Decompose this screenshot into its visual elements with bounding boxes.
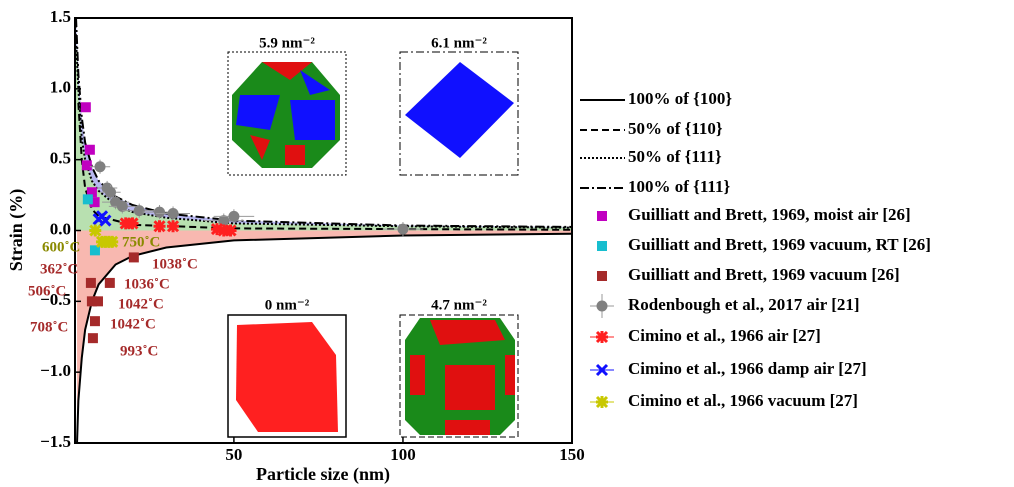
- marker: [126, 217, 139, 230]
- y-tick-label: 1.5: [50, 7, 71, 26]
- marker: [105, 186, 116, 198]
- marker: [85, 277, 96, 288]
- marker: [597, 241, 607, 251]
- legend-label: Cimino et al., 1966 vacuum [27]: [628, 391, 858, 410]
- marker: [597, 211, 607, 221]
- annotation: 708˚C: [30, 319, 68, 335]
- marker: [596, 300, 608, 312]
- annotation: 750˚C: [122, 234, 160, 250]
- legend-label: 50% of {110}: [628, 119, 723, 138]
- marker: [89, 224, 102, 237]
- marker: [119, 217, 132, 230]
- marker: [106, 235, 119, 248]
- y-tick-label: −1.0: [40, 361, 71, 380]
- marker: [82, 194, 93, 205]
- inset-label: 5.9 nm⁻²: [259, 35, 315, 51]
- marker: [228, 210, 240, 222]
- marker: [166, 220, 180, 233]
- marker: [167, 208, 179, 219]
- marker: [224, 224, 237, 237]
- legend-label: Cimino et al., 1966 air [27]: [628, 326, 821, 345]
- marker: [133, 205, 145, 217]
- x-tick-label: 50: [225, 445, 242, 464]
- fill-region: [77, 230, 572, 443]
- insets: [227, 51, 519, 438]
- marker: [94, 161, 106, 173]
- y-tick-label: 1.0: [50, 78, 71, 97]
- y-tick-label: −0.5: [40, 290, 71, 309]
- legend-label: Guilliatt and Brett, 1969, moist air [26…: [628, 205, 911, 224]
- annotation: 506˚C: [28, 283, 66, 299]
- marker: [116, 200, 128, 212]
- marker: [86, 296, 97, 307]
- marker: [595, 330, 609, 344]
- legend-label: 50% of {111}: [628, 147, 722, 166]
- inset-shape: [405, 62, 514, 158]
- marker: [210, 223, 224, 236]
- inset-shape: [236, 322, 338, 432]
- marker: [595, 395, 609, 409]
- marker: [104, 277, 115, 288]
- legend-label: Rodenbough et al., 2017 air [21]: [628, 295, 860, 314]
- marker: [89, 316, 100, 327]
- inset-label: 0 nm⁻²: [265, 297, 310, 313]
- marker: [84, 144, 95, 155]
- marker: [397, 223, 409, 235]
- marker: [217, 224, 230, 237]
- marker: [86, 187, 97, 198]
- marker: [80, 102, 91, 113]
- legend-label: Guilliatt and Brett, 1969 vacuum, RT [26…: [628, 235, 931, 254]
- marker: [89, 245, 100, 256]
- marker: [81, 160, 92, 171]
- curve: [75, 18, 572, 229]
- y-axis-label: Strain (%): [6, 189, 27, 272]
- legend-label: 100% of {100}: [628, 89, 732, 108]
- marker: [99, 214, 112, 227]
- marker: [153, 220, 166, 233]
- marker: [92, 296, 103, 307]
- legend-label: Guilliatt and Brett, 1969 vacuum [26]: [628, 265, 900, 284]
- legend-label: 100% of {111}: [628, 177, 730, 196]
- y-tick-label: 0.5: [50, 149, 71, 168]
- inset-label: 6.1 nm⁻²: [431, 35, 487, 51]
- y-tick-label: −1.5: [40, 432, 71, 451]
- y-tick-label: 0.0: [50, 219, 71, 238]
- annotation: 362˚C: [40, 261, 78, 277]
- annotation: 1042˚C: [110, 316, 156, 332]
- marker: [597, 271, 607, 281]
- marker: [154, 206, 166, 218]
- x-axis-label: Particle size (nm): [256, 464, 390, 485]
- inset-label: 4.7 nm⁻²: [431, 297, 487, 313]
- annotation: 1038˚C: [152, 256, 198, 272]
- marker: [595, 363, 609, 377]
- annotation: 1042˚C: [118, 296, 164, 312]
- marker: [87, 333, 98, 344]
- marker: [89, 197, 100, 208]
- annotation: 600˚C: [42, 239, 80, 255]
- annotation: 1036˚C: [124, 276, 170, 292]
- curve: [76, 232, 572, 443]
- x-tick-label: 100: [390, 445, 416, 464]
- annotation: 993˚C: [120, 343, 158, 359]
- x-tick-label: 150: [559, 445, 585, 464]
- legend-label: Cimino et al., 1966 damp air [27]: [628, 359, 867, 378]
- marker: [128, 252, 139, 263]
